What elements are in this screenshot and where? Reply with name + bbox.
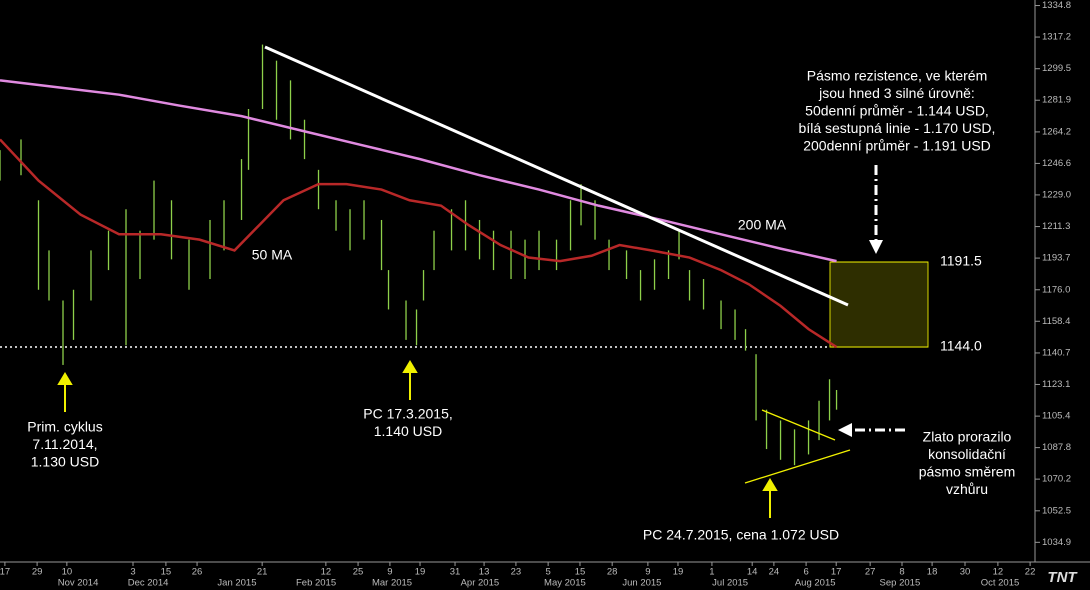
arrow-head <box>57 372 73 385</box>
x-tick-label: 13 <box>479 567 490 578</box>
x-tick-label: 27 <box>865 567 876 578</box>
arrow-head <box>762 478 778 491</box>
white-arrows <box>852 165 905 432</box>
annotation: pásmo směrem <box>919 464 1015 480</box>
arrows <box>57 360 778 518</box>
x-tick-label: 9 <box>387 567 392 578</box>
x-tick-label: 12 <box>321 567 332 578</box>
annotation: 7.11.2014, <box>32 436 97 452</box>
month-label: Sep 2015 <box>880 578 921 589</box>
y-tick-label: 1105.4 <box>1042 411 1070 422</box>
annotation: 50denní průměr - 1.144 USD, <box>805 103 989 119</box>
x-tick-label: 31 <box>450 567 461 578</box>
y-tick-label: 1123.1 <box>1042 379 1070 390</box>
month-label: Jun 2015 <box>622 578 661 589</box>
x-tick-label: 15 <box>161 567 172 578</box>
month-label: Jan 2015 <box>217 578 256 589</box>
x-tick-label: 3 <box>130 567 135 578</box>
level-label: 1144.0 <box>940 338 982 354</box>
arrow-head <box>402 360 418 373</box>
y-tick-label: 1317.2 <box>1042 32 1071 43</box>
x-tick-label: 6 <box>803 567 808 578</box>
arrow-head <box>869 240 883 254</box>
level-label: 1191.5 <box>940 253 982 269</box>
arrow-head <box>838 423 852 437</box>
y-tick-label: 1176.0 <box>1042 284 1070 295</box>
ma-label: 200 MA <box>738 217 787 233</box>
month-label: Apr 2015 <box>461 578 500 589</box>
annotation: konsolidační <box>928 446 1006 462</box>
ma-label: 50 MA <box>252 247 293 263</box>
annotation: bílá sestupná linie - 1.170 USD, <box>799 120 996 136</box>
y-tick-label: 1299.5 <box>1042 63 1071 74</box>
month-label: Oct 2015 <box>981 578 1020 589</box>
x-tick-label: 23 <box>511 567 522 578</box>
annotation: vzhůru <box>946 481 988 497</box>
x-tick-label: 28 <box>607 567 618 578</box>
y-tick-label: 1193.7 <box>1042 253 1070 264</box>
x-tick-label: 24 <box>769 567 780 578</box>
month-label: Jul 2015 <box>712 578 748 589</box>
logo: TNT <box>1047 569 1078 586</box>
x-tick-label: 30 <box>960 567 971 578</box>
month-label: Aug 2015 <box>795 578 836 589</box>
moving-average <box>0 79 837 263</box>
x-tick-label: 29 <box>32 567 43 578</box>
x-tick-label: 9 <box>645 567 650 578</box>
annotation: Pásmo rezistence, ve kterém <box>807 68 988 84</box>
x-tick-label: 19 <box>415 567 426 578</box>
y-tick-label: 1229.0 <box>1042 189 1071 200</box>
x-tick-label: 17 <box>831 567 842 578</box>
y-tick-label: 1034.9 <box>1042 537 1071 548</box>
x-tick-label: 19 <box>673 567 684 578</box>
annotation: Zlato prorazilo <box>923 429 1012 445</box>
y-tick-label: 1158.4 <box>1042 316 1070 327</box>
y-tick-label: 1334.8 <box>1042 0 1071 11</box>
x-tick-label: 22 <box>1025 567 1036 578</box>
y-tick-label: 1140.7 <box>1042 347 1070 358</box>
annotation: 1.140 USD <box>374 423 442 439</box>
y-tick-label: 1052.5 <box>1042 505 1071 516</box>
x-tick-label: 18 <box>927 567 938 578</box>
x-tick-label: 8 <box>899 567 904 578</box>
y-tick-label: 1246.6 <box>1042 158 1071 169</box>
x-tick-label: 21 <box>257 567 268 578</box>
annotation: PC 24.7.2015, cena 1.072 USD <box>643 527 839 543</box>
x-tick-label: 5 <box>545 567 550 578</box>
x-tick-label: 1 <box>709 567 714 578</box>
annotation: Prim. cyklus <box>27 419 102 435</box>
moving-average <box>0 138 838 349</box>
annotation: PC 17.3.2015, <box>363 406 453 422</box>
x-tick-label: 17 <box>0 567 10 578</box>
x-tick-label: 15 <box>575 567 586 578</box>
month-label: Mar 2015 <box>372 578 412 589</box>
x-tick-label: 14 <box>747 567 758 578</box>
y-tick-label: 1264.2 <box>1042 126 1071 137</box>
annotation: jsou hned 3 silné úrovně: <box>818 85 975 101</box>
y-tick-label: 1211.3 <box>1042 221 1070 232</box>
annotation: 200denní průměr - 1.191 USD <box>803 138 991 154</box>
y-tick-label: 1281.9 <box>1042 95 1071 106</box>
trendline <box>264 45 849 307</box>
annotation: 1.130 USD <box>31 454 99 470</box>
y-tick-label: 1070.2 <box>1042 474 1071 485</box>
triangle-upper <box>761 409 836 441</box>
x-tick-label: 10 <box>62 567 73 578</box>
month-label: Feb 2015 <box>296 578 336 589</box>
triangle-lower <box>744 449 851 484</box>
month-label: Dec 2014 <box>128 578 169 589</box>
plot <box>0 44 929 466</box>
month-label: May 2015 <box>544 578 586 589</box>
y-tick-label: 1087.8 <box>1042 442 1071 453</box>
x-tick-label: 25 <box>353 567 364 578</box>
x-tick-label: 12 <box>993 567 1004 578</box>
x-tick-label: 26 <box>192 567 203 578</box>
month-label: Nov 2014 <box>58 578 99 589</box>
